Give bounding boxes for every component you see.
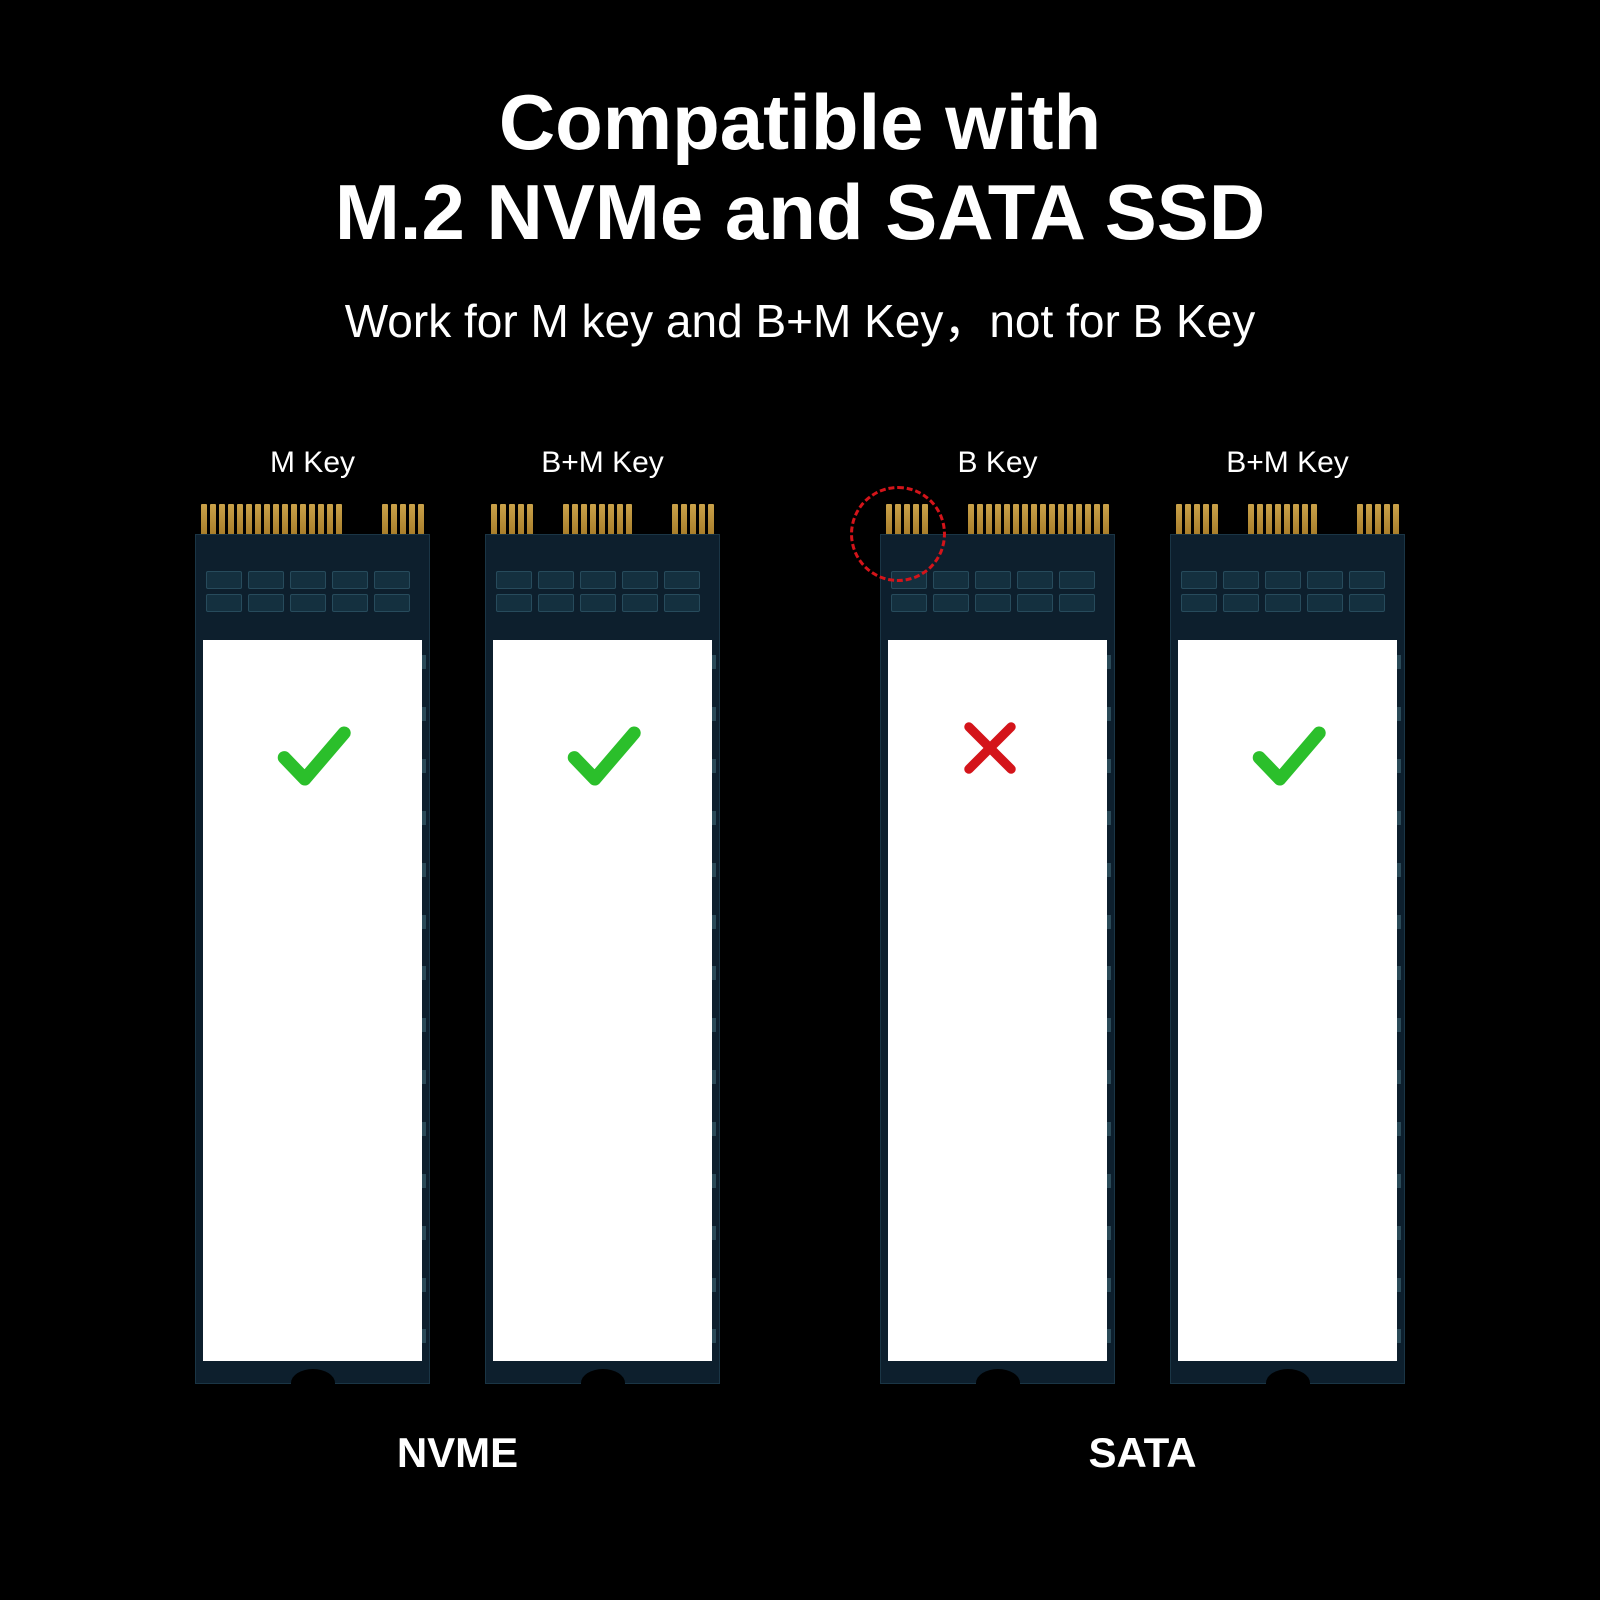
ssd-side-components [422,655,426,1343]
ssd-card [880,504,1115,1384]
ssd-column: B+M Key [485,446,720,1384]
title-line-1: Compatible with [499,78,1101,166]
group-label: NVME [397,1429,518,1477]
ssd-column: B Key [880,446,1115,1384]
key-label: B+M Key [1226,446,1349,482]
ssd-pcb [195,534,430,1384]
ssd-pads [496,571,709,631]
ssd-pads [206,571,419,631]
ssd-card [1170,504,1405,1384]
ssd-side-components [712,655,716,1343]
title-line-2: M.2 NVMe and SATA SSD [335,168,1265,256]
ssd-card [195,504,430,1384]
ssd-pads [891,571,1104,631]
compatibility-status [1247,715,1329,797]
title: Compatible with M.2 NVMe and SATA SSD [0,0,1600,257]
check-icon [272,715,354,797]
ssd-group: B Key B+M Key [880,446,1405,1477]
ssd-groups: M Key B+M Key [0,446,1600,1477]
key-label: M Key [270,446,355,482]
ssd-pcb [880,534,1115,1384]
ssd-pair: B Key B+M Key [880,446,1405,1384]
ssd-card [485,504,720,1384]
check-icon [562,715,644,797]
key-label: B+M Key [541,446,664,482]
ssd-pair: M Key B+M Key [195,446,720,1384]
ssd-side-components [1107,655,1111,1343]
cross-icon [957,715,1023,781]
compatibility-status [957,715,1039,797]
ssd-pads [1181,571,1394,631]
ssd-column: B+M Key [1170,446,1405,1384]
ssd-group: M Key B+M Key [195,446,720,1477]
subtitle: Work for M key and B+M Key，not for B Key [0,285,1600,351]
compatibility-status [272,715,354,797]
ssd-pcb [1170,534,1405,1384]
incompatible-highlight-icon [850,486,946,582]
check-icon [1247,715,1329,797]
group-label: SATA [1088,1429,1196,1477]
key-label: B Key [957,446,1037,482]
compatibility-status [562,715,644,797]
ssd-side-components [1397,655,1401,1343]
ssd-pcb [485,534,720,1384]
ssd-column: M Key [195,446,430,1384]
